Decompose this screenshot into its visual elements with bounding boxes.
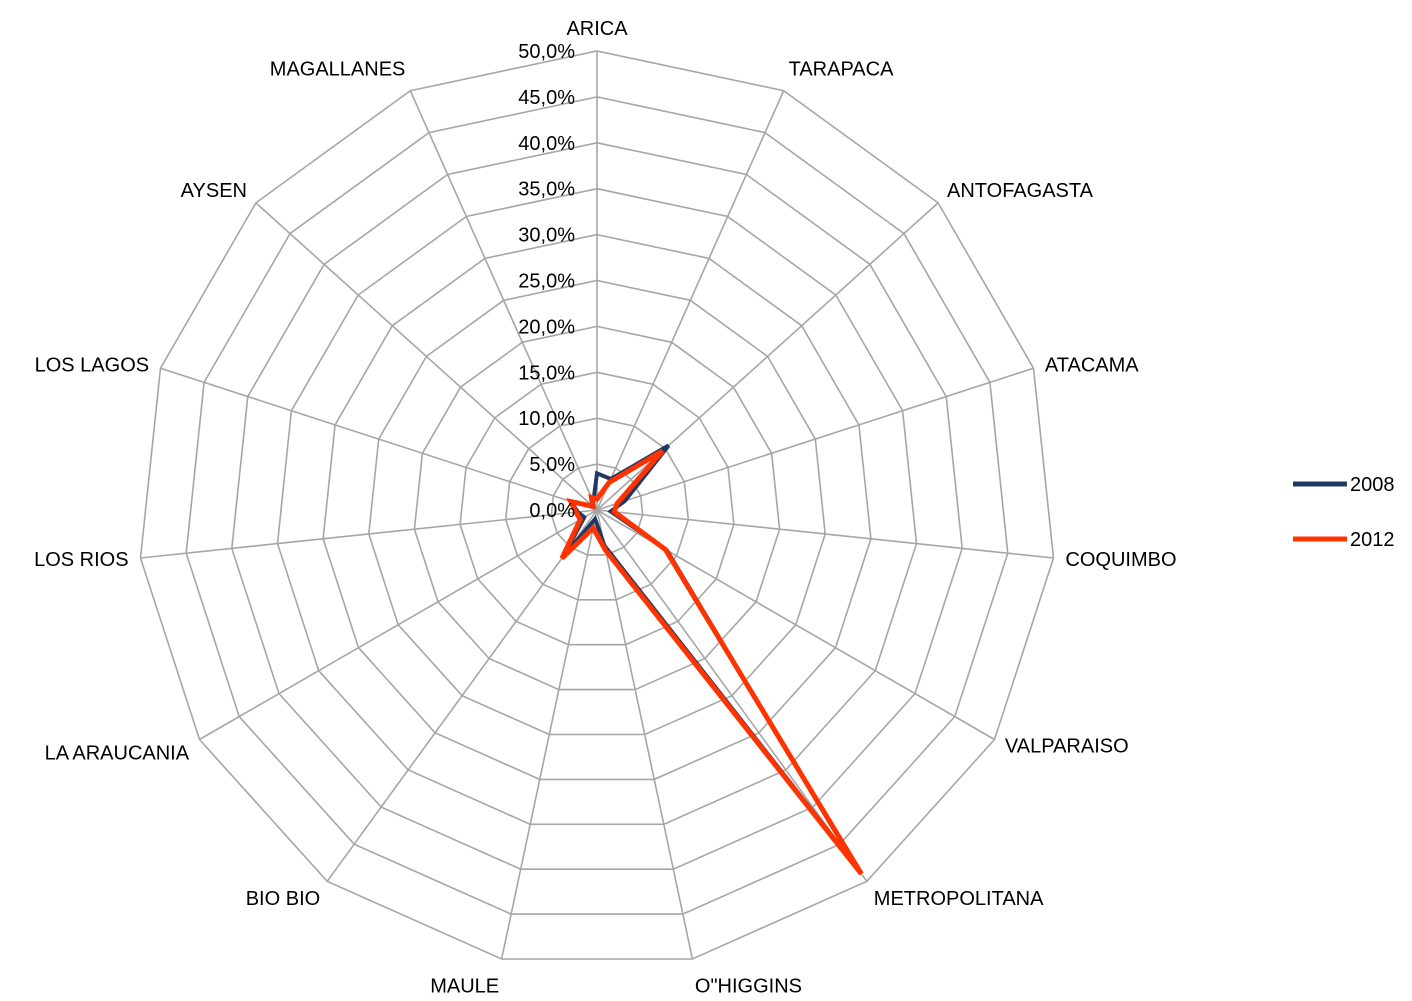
category-labels: ARICA TARAPACA ANTOFAGASTA ATACAMA COQUIMBO V…	[34, 18, 1176, 998]
spoke-11	[140, 509, 598, 559]
grid-ring-2	[504, 417, 690, 601]
spoke-7	[596, 509, 694, 960]
grid-ring-6	[322, 233, 872, 781]
category-label: ATACAMA	[1045, 355, 1139, 377]
category-label: O"HIGGINS	[695, 976, 802, 996]
category-label: ANTOFAGASTA	[947, 180, 1094, 202]
grid-ring-4	[413, 325, 781, 691]
radial-tick-label: 25,0%	[518, 271, 575, 293]
grid-ring-9	[185, 96, 1009, 915]
grid-ring-3	[459, 371, 735, 646]
spoke-9	[326, 509, 598, 882]
grid-ring-7	[276, 187, 918, 826]
radial-tick-label: 50,0%	[518, 41, 575, 63]
category-label: VALPARAISO	[1005, 736, 1129, 758]
category-label: METROPOLITANA	[874, 888, 1044, 910]
radial-tick-label: 40,0%	[518, 133, 575, 155]
legend-label: 2008	[1350, 474, 1395, 496]
category-label: ARICA	[566, 18, 628, 40]
legend: 2008 2012	[1293, 474, 1395, 551]
spoke-12	[160, 367, 598, 511]
category-label: MAGALLANES	[270, 59, 406, 81]
spoke-3	[596, 367, 1034, 511]
spoke-8	[500, 509, 598, 960]
category-label: BIO BIO	[246, 888, 320, 910]
legend-label: 2012	[1350, 529, 1395, 551]
spoke-1	[596, 90, 785, 511]
radial-tick-label: 10,0%	[518, 408, 575, 430]
radial-tick-label: 45,0%	[518, 87, 575, 109]
category-label: LOS LAGOS	[35, 355, 150, 377]
grid-ring-10	[139, 50, 1055, 960]
spoke-10	[199, 509, 598, 741]
radial-tick-label: 20,0%	[518, 316, 575, 338]
category-label: TARAPACA	[789, 59, 894, 81]
radial-tick-label: 0,0%	[529, 500, 575, 522]
radial-tick-labels: 0,0% 5,0% 10,0% 15,0% 20,0% 25,0% 30,0% 35,0% 40…	[518, 41, 575, 522]
radial-tick-label: 15,0%	[518, 362, 575, 384]
grid-ring-8	[230, 141, 964, 871]
spoke-14	[409, 90, 598, 511]
category-label: MAULE	[430, 976, 499, 996]
category-label: LOS RIOS	[34, 549, 128, 571]
radial-tick-label: 5,0%	[529, 454, 575, 476]
radial-tick-label: 35,0%	[518, 179, 575, 201]
category-label: COQUIMBO	[1065, 549, 1176, 571]
grid-ring-5	[367, 279, 827, 736]
spoke-4	[596, 509, 1054, 559]
radial-tick-label: 30,0%	[518, 225, 575, 247]
series-line-2012	[559, 448, 864, 876]
grid-layer	[139, 50, 1055, 960]
series-layer	[559, 443, 864, 876]
category-label: LA ARAUCANIA	[45, 743, 190, 765]
category-label: AYSEN	[181, 180, 247, 202]
spoke-6	[596, 509, 868, 882]
spoke-13	[255, 202, 598, 511]
